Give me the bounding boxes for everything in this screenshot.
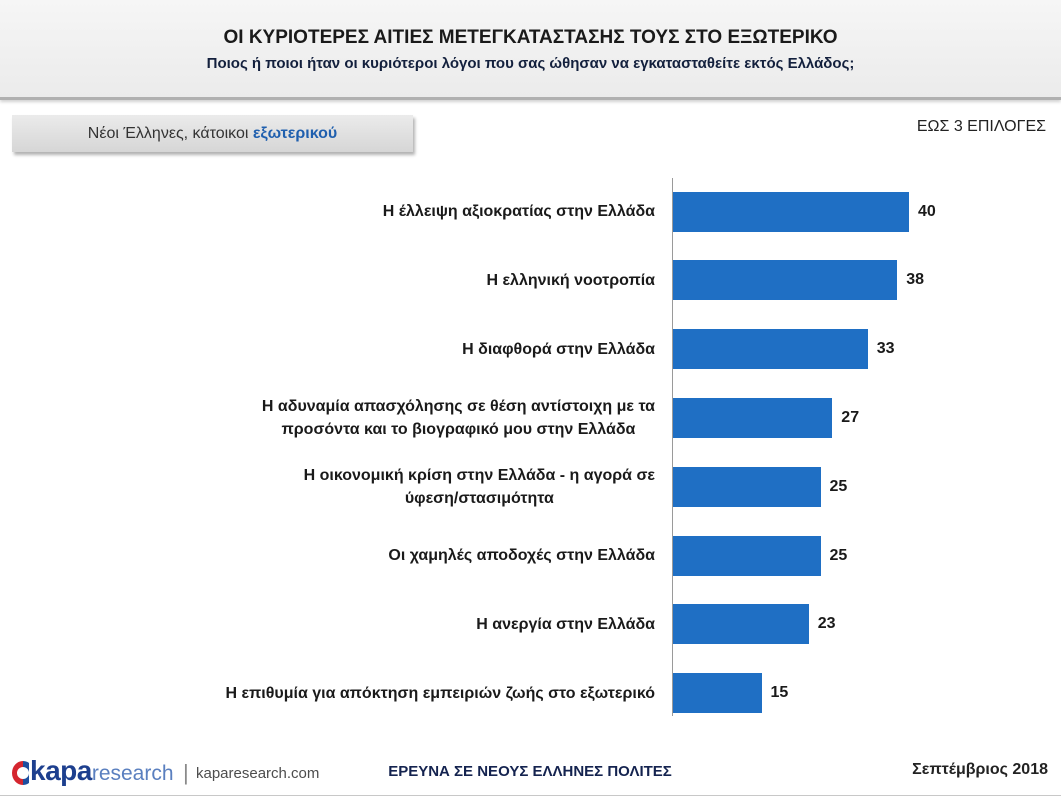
category-label-6: Οι χαμηλές αποδοχές στην Ελλάδα bbox=[0, 526, 655, 586]
value-label-8: 15 bbox=[770, 684, 789, 702]
value-label-4: 27 bbox=[841, 408, 860, 426]
survey-name: ΕΡΕΥΝΑ ΣΕ ΝΕΟΥΣ ΕΛΛΗΝΕΣ ΠΟΛΙΤΕΣ bbox=[388, 763, 672, 780]
value-label-7: 23 bbox=[817, 615, 836, 633]
logo-suffix: research bbox=[91, 762, 174, 785]
bar-8 bbox=[673, 673, 762, 714]
category-label-text-3: Η διαφθορά στην Ελλάδα bbox=[462, 340, 655, 358]
selection-note: ΕΩΣ 3 ΕΠΙΛΟΓΕΣ bbox=[916, 118, 1046, 135]
value-label-2: 38 bbox=[906, 271, 924, 289]
category-label-4: Η αδυναμία απασχόλησης σε θέση αντίστοιχ… bbox=[0, 388, 655, 448]
category-label-1: Η έλλειψη αξιοκρατίας στην Ελλάδα bbox=[0, 182, 655, 242]
category-label-2: Η ελληνική νοοτροπία bbox=[0, 250, 655, 310]
value-label-6: 25 bbox=[829, 546, 848, 564]
logo-brand: kapa bbox=[30, 755, 92, 786]
segment-prefix: Νέοι Έλληνες, κάτοικοι bbox=[87, 125, 253, 142]
bar-3 bbox=[673, 329, 868, 370]
survey-date: Σεπτέμβριος 2018 bbox=[912, 761, 1048, 778]
bar-1 bbox=[673, 191, 909, 232]
kapa-research-logo-icon bbox=[12, 761, 29, 785]
question-subtitle: Ποιος ή ποιοι ήταν οι κυριότεροι λόγοι π… bbox=[206, 55, 855, 72]
value-label-5: 25 bbox=[829, 477, 848, 495]
segment-highlight: εξωτερικού bbox=[252, 125, 338, 142]
bottom-divider bbox=[0, 795, 1061, 796]
category-label-text-6: Οι χαμηλές αποδοχές στην Ελλάδα bbox=[388, 547, 655, 564]
header: ΟΙ ΚΥΡΙΟΤΕΡΕΣ ΑΙΤΙΕΣ ΜΕΤΕΓΚΑΤΑΣΤΑΣΗΣ ΤΟΥ… bbox=[0, 0, 1061, 100]
category-label-text-1: Η έλλειψη αξιοκρατίας στην Ελλάδα bbox=[382, 203, 655, 220]
bar-chart: Η έλλειψη αξιοκρατίας στην Ελλάδα 40 Η ελλ… bbox=[0, 170, 1061, 725]
category-label-text-7: Η ανεργία στην Ελλάδα bbox=[476, 615, 655, 633]
category-label-text-5: Η οικονομική κρίση στην Ελλάδα - η αγορά… bbox=[303, 466, 655, 507]
category-label-5: Η οικονομική κρίση στην Ελλάδα - η αγορά… bbox=[0, 457, 655, 517]
category-label-text-8: Η επιθυμία για απόκτηση εμπειριών ζωής σ… bbox=[225, 684, 655, 702]
bar-2 bbox=[673, 260, 898, 301]
bar-7 bbox=[673, 604, 809, 645]
value-label-1: 40 bbox=[918, 202, 936, 220]
footer-separator: | bbox=[183, 760, 189, 785]
segment-label-box: Νέοι Έλληνες, κάτοικοι εξωτερικού bbox=[12, 115, 413, 152]
category-label-7: Η ανεργία στην Ελλάδα bbox=[0, 594, 655, 654]
category-axis-line bbox=[672, 178, 673, 716]
bar-4 bbox=[673, 397, 833, 438]
bar-5 bbox=[673, 466, 821, 507]
website-text: kaparesearch.com bbox=[196, 765, 320, 782]
value-label-3: 33 bbox=[876, 340, 895, 358]
category-label-3: Η διαφθορά στην Ελλάδα bbox=[0, 319, 655, 379]
bar-6 bbox=[673, 535, 821, 576]
category-label-text-2: Η ελληνική νοοτροπία bbox=[486, 271, 655, 289]
logo-wordmark: kaparesearch bbox=[30, 756, 174, 791]
category-label-text-4: Η αδυναμία απασχόλησης σε θέση αντίστοιχ… bbox=[261, 397, 655, 438]
category-label-8: Η επιθυμία για απόκτηση εμπειριών ζωής σ… bbox=[0, 663, 655, 723]
page-title: ΟΙ ΚΥΡΙΟΤΕΡΕΣ ΑΙΤΙΕΣ ΜΕΤΕΓΚΑΤΑΣΤΑΣΗΣ ΤΟΥ… bbox=[223, 27, 838, 48]
